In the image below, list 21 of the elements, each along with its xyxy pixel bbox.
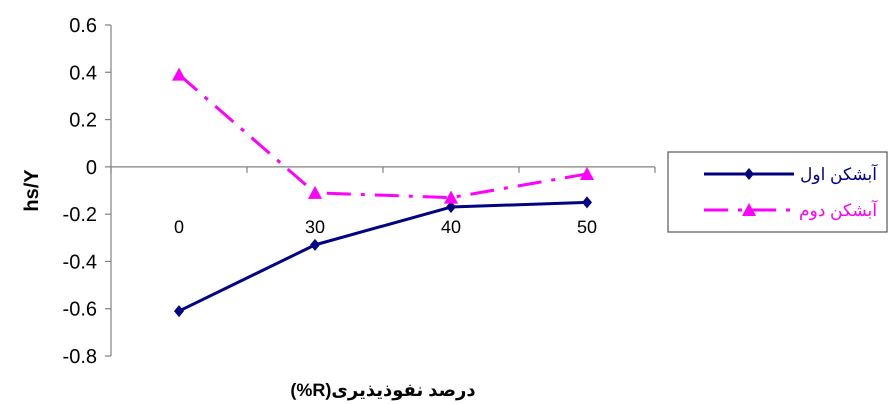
x-tick-label: 50 [576, 216, 598, 237]
point [580, 166, 594, 180]
y-axis-title: hs/Y [21, 168, 43, 212]
y-tick-label: -0.2 [62, 204, 97, 226]
y-tick-label: -0.8 [62, 346, 97, 368]
point [174, 305, 184, 318]
point [310, 238, 320, 251]
point [308, 186, 322, 199]
x-axis-title: درصد نفوذیذیری(R%) [290, 380, 476, 401]
x-tick-label: 30 [304, 216, 326, 237]
point [172, 68, 186, 81]
y-tick-label: 0 [86, 156, 97, 179]
x-tick-label: 40 [440, 216, 462, 237]
y-tick-label: -0.6 [62, 298, 97, 321]
y-tick-label: 0.4 [69, 62, 97, 84]
point [444, 190, 458, 204]
y-tick-label: -0.4 [62, 251, 97, 274]
x-tick-label: 0 [174, 216, 184, 237]
point [582, 196, 592, 208]
y-tick-label: 0.6 [69, 15, 97, 37]
y-tick-label: 0.2 [69, 110, 97, 132]
